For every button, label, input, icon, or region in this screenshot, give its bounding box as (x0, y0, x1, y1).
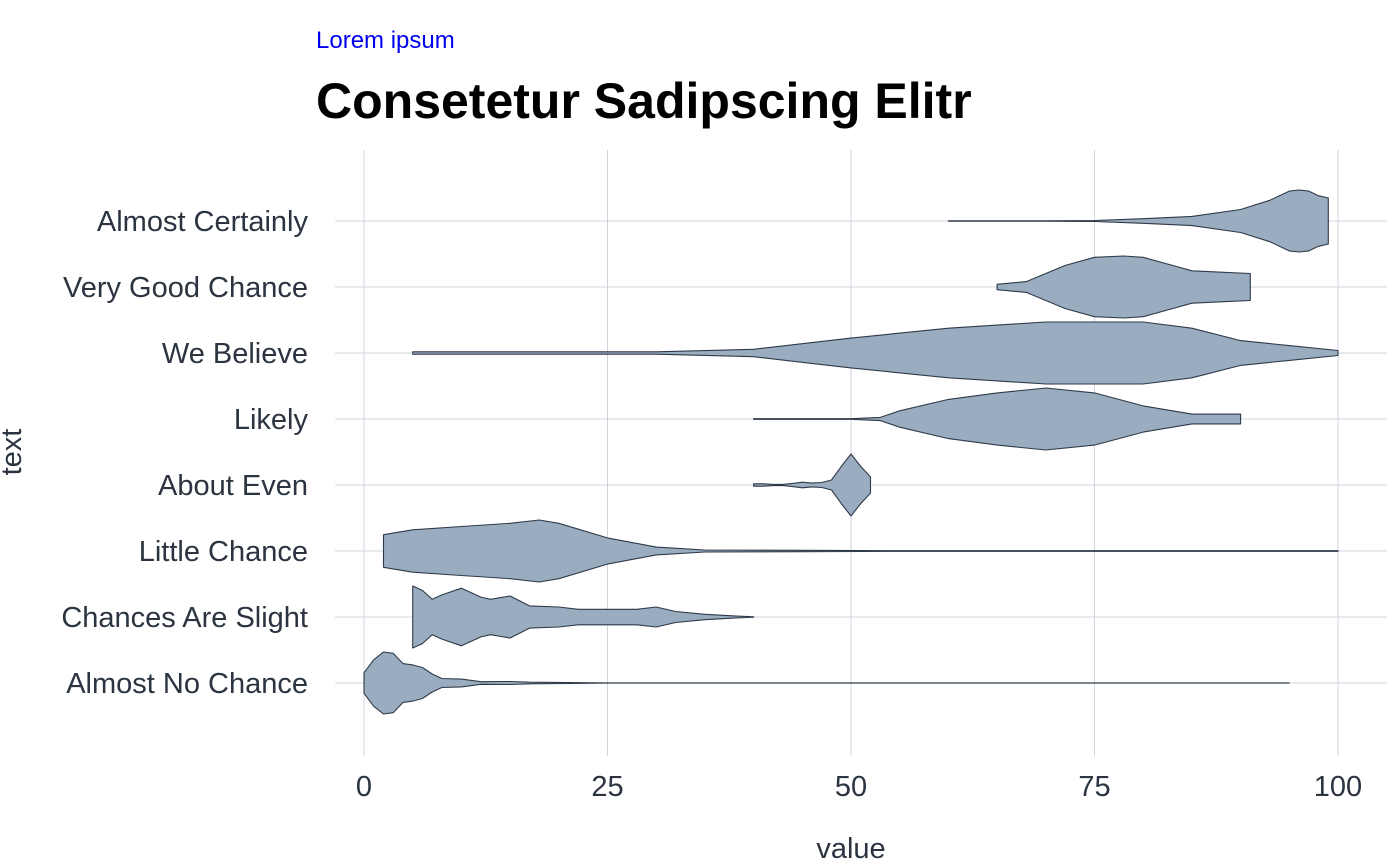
chart-subtitle: Lorem ipsum (316, 27, 455, 54)
violin-chances-are-slight (412, 585, 755, 649)
y-tick-label: Almost Certainly (97, 206, 309, 238)
violin-almost-no-chance (363, 651, 1290, 715)
y-tick-label: Little Chance (139, 536, 308, 568)
violins (363, 189, 1339, 715)
violin-almost-certainly (947, 189, 1329, 253)
y-tick-label: Almost No Chance (66, 668, 308, 700)
violin-about-even (753, 453, 872, 517)
violin-we-believe (412, 321, 1339, 385)
violin-likely (753, 387, 1242, 451)
x-tick-label: 100 (1314, 771, 1362, 803)
y-tick-label: We Believe (162, 338, 308, 370)
y-axis-title: text (0, 429, 28, 476)
violin-very-good-chance (996, 255, 1251, 319)
x-tick-label: 50 (835, 771, 867, 803)
y-axis-ticks: Almost No Chance Chances Are Slight Little… (61, 206, 308, 700)
y-tick-label: Likely (234, 404, 309, 436)
x-axis-ticks: 0 25 50 75 100 (356, 771, 1362, 803)
chart-title: Consetetur Sadipscing Elitr (316, 73, 972, 129)
y-tick-label: Chances Are Slight (61, 602, 308, 634)
y-tick-label: Very Good Chance (63, 272, 308, 304)
x-tick-label: 75 (1078, 771, 1110, 803)
x-tick-label: 25 (591, 771, 623, 803)
y-tick-label: About Even (158, 470, 308, 502)
x-axis-title: value (816, 833, 885, 865)
x-tick-label: 0 (356, 771, 372, 803)
grid (335, 150, 1387, 756)
violin-little-chance (382, 519, 1339, 583)
